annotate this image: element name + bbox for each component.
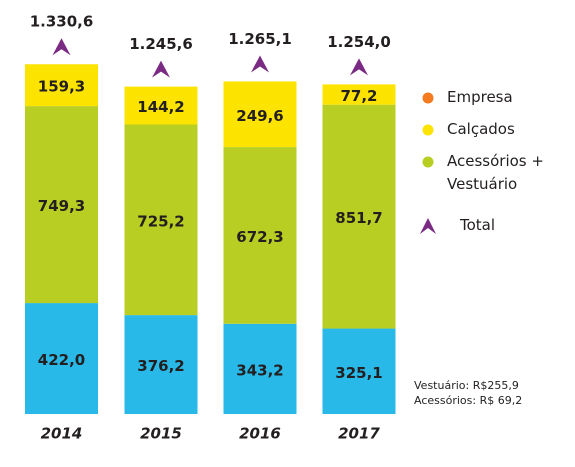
legend-label: Calçados <box>447 120 515 138</box>
value-label: 325,1 <box>335 364 382 382</box>
value-label: 422,0 <box>38 351 85 369</box>
value-label: 749,3 <box>38 197 85 215</box>
total-label: 1.254,0 <box>327 33 391 51</box>
x-tick-label: 2016 <box>239 425 281 443</box>
total-marker <box>52 38 71 56</box>
bar-segment <box>223 323 297 414</box>
bar-segment <box>25 303 98 414</box>
x-tick-label: 2017 <box>338 425 380 443</box>
x-tick-label: 2015 <box>140 425 182 443</box>
value-label: 343,2 <box>236 361 283 379</box>
legend-label: Empresa <box>447 88 513 106</box>
total-label: 1.330,6 <box>30 13 94 31</box>
total-label: 1.265,1 <box>228 30 292 48</box>
value-label: 672,3 <box>236 228 283 246</box>
legend-total-swatch <box>420 218 436 234</box>
bar-segment <box>322 328 396 414</box>
value-label: 851,7 <box>335 209 382 227</box>
legend-label: Total <box>460 216 496 234</box>
value-label: 144,2 <box>137 98 184 116</box>
value-label: 77,2 <box>340 87 377 105</box>
bar-segment <box>124 124 198 316</box>
bar-segment <box>25 64 98 107</box>
bar-segment <box>223 147 297 324</box>
legend-swatch <box>422 92 434 104</box>
legend-label: Acessórios + Vestuário <box>447 152 544 193</box>
bar-segment <box>322 104 396 329</box>
value-label: 376,2 <box>137 357 184 375</box>
bar-segment <box>25 106 98 304</box>
bar-segment <box>223 81 297 148</box>
annotation: Acessórios: R$ 69,2 <box>414 394 522 407</box>
value-label: 725,2 <box>137 212 184 230</box>
bar-segment <box>124 86 198 125</box>
total-marker <box>152 60 170 78</box>
total-label: 1.245,6 <box>129 35 193 53</box>
legend-swatch <box>422 124 434 136</box>
legend-swatch <box>422 156 434 168</box>
annotation: Vestuário: R$255,9 <box>414 379 519 392</box>
total-marker <box>251 55 269 73</box>
total-marker <box>350 58 368 76</box>
value-label: 159,3 <box>38 78 85 96</box>
value-label: 249,6 <box>236 107 283 125</box>
x-tick-label: 2014 <box>41 425 83 443</box>
bar-segment <box>322 84 396 105</box>
bar-segment <box>124 315 198 414</box>
